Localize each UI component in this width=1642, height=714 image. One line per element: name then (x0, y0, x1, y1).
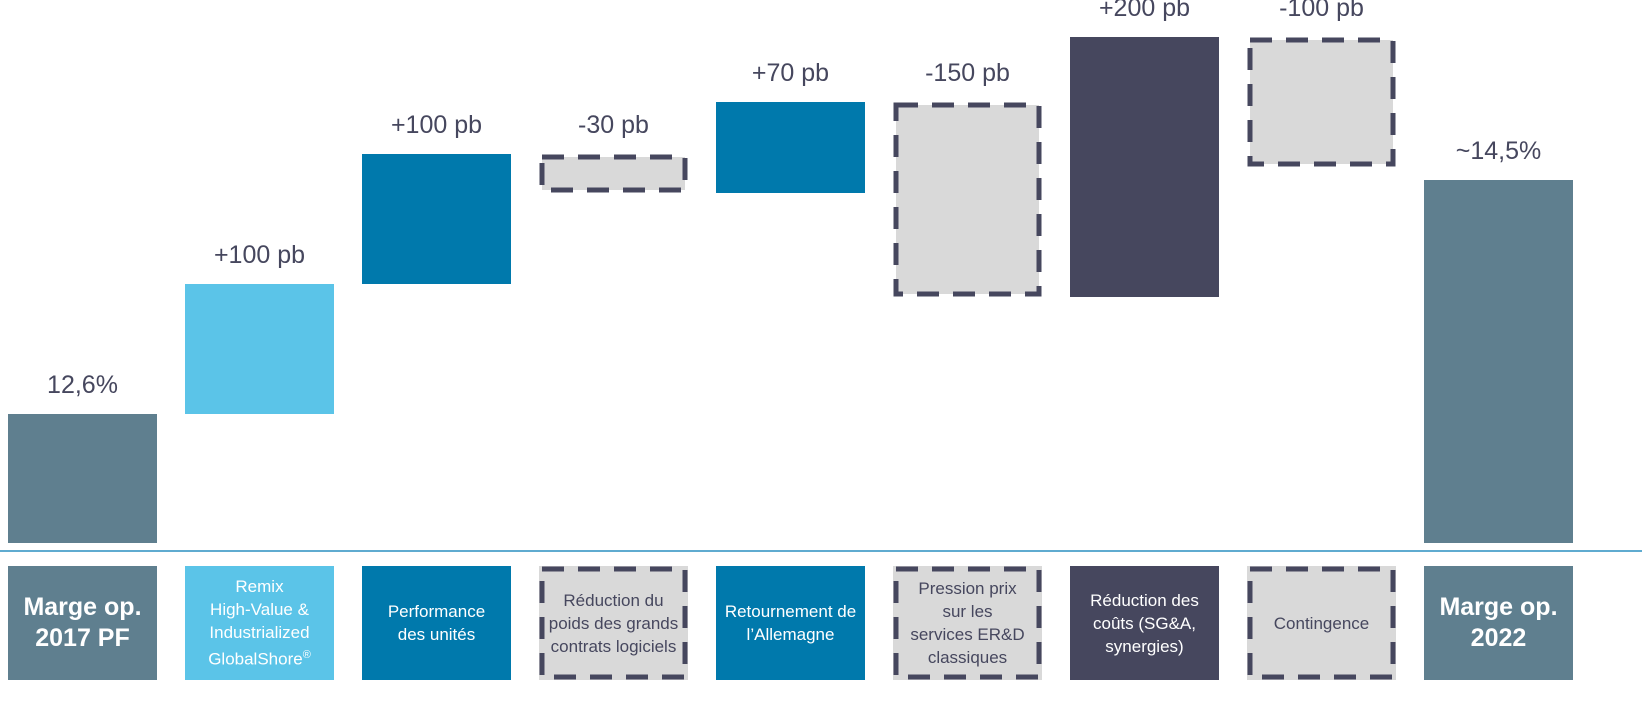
bar-9 (1424, 180, 1573, 543)
category-label-7: Réduction des coûts (SG&A, synergies) (1090, 590, 1199, 656)
data-label-8: -100 pb (1279, 0, 1364, 22)
category-box-3: Performance des unités (362, 566, 511, 680)
bar-6 (893, 102, 1042, 297)
registered-mark: ® (302, 649, 311, 662)
data-label-9: ~14,5% (1456, 137, 1542, 165)
category-label-1: Marge op. 2017 PF (23, 593, 142, 652)
category-label-9: Marge op. 2022 (1439, 593, 1558, 652)
category-label-4: Réduction du poids des grands contrats l… (548, 590, 679, 656)
category-label-2: Remix High-Value & Industrialized Global… (208, 577, 311, 669)
bar-7 (1070, 37, 1219, 297)
bar-5 (716, 102, 865, 193)
bar-2 (185, 284, 334, 414)
bar-8 (1247, 37, 1396, 167)
category-label-8: Contingence (1273, 613, 1370, 633)
data-label-2: +100 pb (214, 241, 305, 269)
category-box-9: Marge op. 2022 (1424, 566, 1573, 680)
category-box-6: Pression prix sur les services ER&D clas… (893, 566, 1042, 680)
data-label-1: 12,6% (47, 371, 118, 399)
bar-3 (362, 154, 511, 284)
category-box-8: Contingence (1247, 566, 1396, 680)
data-label-6: -150 pb (925, 59, 1010, 87)
bar-1 (8, 414, 157, 543)
category-box-4: Réduction du poids des grands contrats l… (539, 566, 688, 680)
category-label-3: Performance des unités (387, 602, 486, 644)
category-box-7: Réduction des coûts (SG&A, synergies) (1070, 566, 1219, 680)
category-box-5: Retournement de l’Allemagne (716, 566, 865, 680)
bar-4 (539, 154, 688, 193)
category-label-6: Pression prix sur les services ER&D clas… (910, 579, 1025, 667)
data-label-3: +100 pb (391, 111, 482, 139)
data-label-4: -30 pb (578, 111, 649, 139)
data-label-5: +70 pb (752, 59, 829, 87)
data-label-7: +200 pb (1099, 0, 1190, 22)
category-box-2: Remix High-Value & Industrialized Global… (185, 566, 334, 680)
category-label-5: Retournement de l’Allemagne (724, 602, 857, 644)
category-box-1: Marge op. 2017 PF (8, 566, 157, 680)
